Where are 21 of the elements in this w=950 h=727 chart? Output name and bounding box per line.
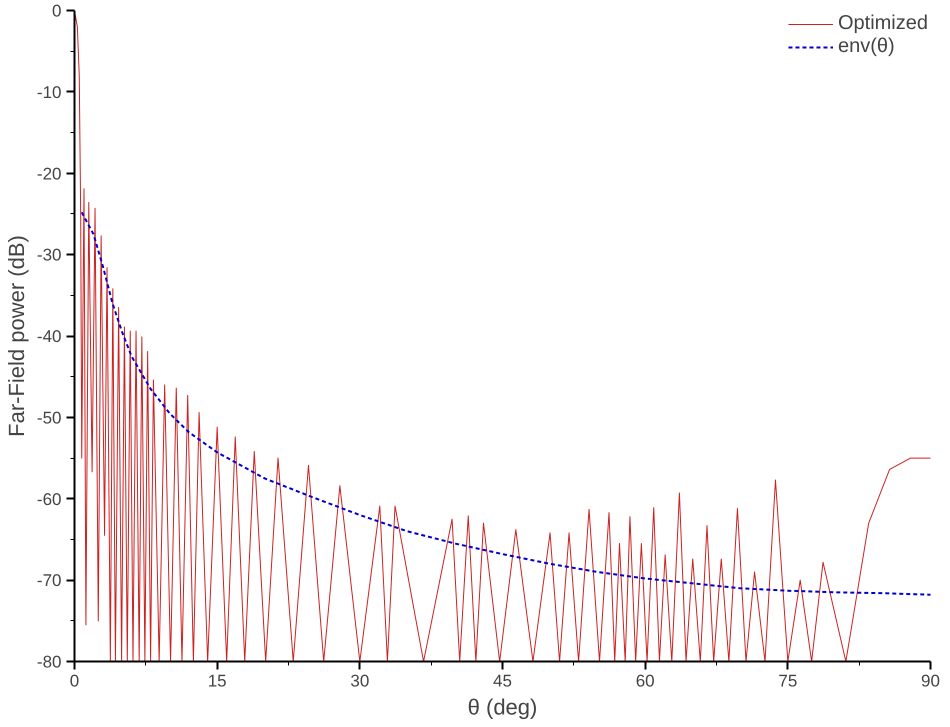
y-tick-label: -50 (36, 408, 62, 428)
x-tick-label: 15 (208, 672, 227, 690)
y-tick-label: 0 (52, 2, 62, 20)
y-tick-label: -80 (36, 652, 62, 672)
x-tick-label: 75 (778, 672, 798, 690)
y-tick-label: -30 (36, 246, 62, 265)
y-tick-label: -40 (36, 327, 62, 346)
y-axis-title: Far-Field power (dB) (4, 235, 29, 437)
legend-label: Optimized (838, 12, 928, 35)
line-series (80, 211, 930, 596)
x-tick-label: 90 (921, 672, 940, 690)
y-tick-label: -70 (36, 571, 62, 590)
x-tick-label: 30 (350, 672, 370, 690)
y-tick-label: -10 (36, 82, 62, 102)
x-tick-label: 60 (636, 672, 655, 690)
y-tick-label: -60 (36, 490, 62, 509)
x-tick-label: 45 (493, 672, 512, 690)
x-axis-title: θ (deg) (468, 694, 538, 720)
x-tick-label: 0 (70, 672, 80, 690)
legend-label: env(θ) (838, 35, 895, 58)
y-tick-label: -20 (36, 164, 62, 184)
